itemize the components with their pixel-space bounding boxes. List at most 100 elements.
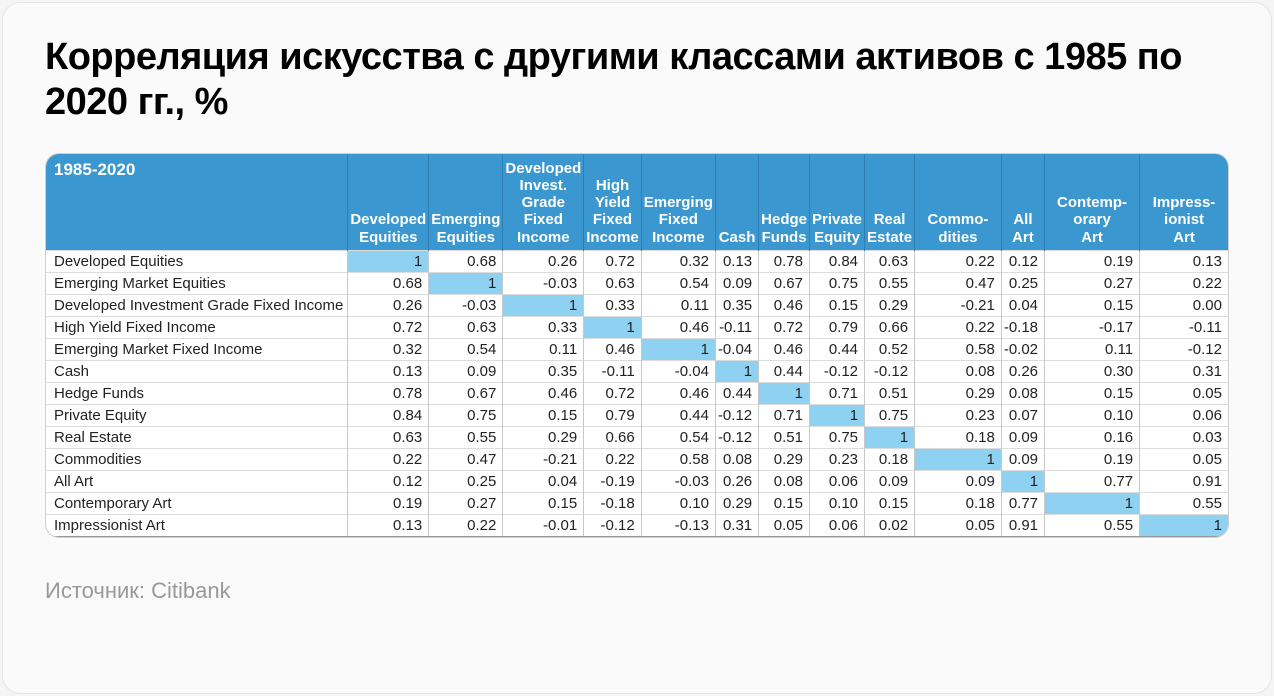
cell: 0.19 bbox=[348, 492, 429, 514]
cell: -0.04 bbox=[641, 360, 715, 382]
table-row: High Yield Fixed Income0.720.630.3310.46… bbox=[46, 316, 1228, 338]
cell: 0.47 bbox=[429, 448, 503, 470]
cell: 0.52 bbox=[865, 338, 915, 360]
cell: 0.09 bbox=[715, 272, 758, 294]
col-header: Cash bbox=[715, 154, 758, 251]
cell: 0.68 bbox=[348, 272, 429, 294]
correlation-table-wrap: 1985-2020DevelopedEquitiesEmergingEquiti… bbox=[45, 153, 1229, 538]
table-row: Developed Equities10.680.260.720.320.130… bbox=[46, 250, 1228, 272]
cell: 0.78 bbox=[348, 382, 429, 404]
cell: 0.15 bbox=[759, 492, 810, 514]
cell: 0.72 bbox=[584, 382, 642, 404]
cell: 0.09 bbox=[1001, 426, 1044, 448]
table-row: Private Equity0.840.750.150.790.44-0.120… bbox=[46, 404, 1228, 426]
cell: 0.32 bbox=[641, 250, 715, 272]
cell: -0.11 bbox=[584, 360, 642, 382]
table-header: 1985-2020DevelopedEquitiesEmergingEquiti… bbox=[46, 154, 1228, 251]
cell: 0.13 bbox=[348, 360, 429, 382]
cell: 0.77 bbox=[1001, 492, 1044, 514]
cell: 0.30 bbox=[1045, 360, 1140, 382]
cell: 0.31 bbox=[715, 514, 758, 536]
cell: 0.79 bbox=[809, 316, 864, 338]
cell: 0.25 bbox=[1001, 272, 1044, 294]
cell: 0.47 bbox=[915, 272, 1002, 294]
cell: 0.84 bbox=[809, 250, 864, 272]
col-header: DevelopedInvest.GradeFixedIncome bbox=[503, 154, 584, 251]
cell: -0.01 bbox=[503, 514, 584, 536]
table-row: Impressionist Art0.130.22-0.01-0.12-0.13… bbox=[46, 514, 1228, 536]
cell: -0.13 bbox=[641, 514, 715, 536]
table-row: Emerging Market Equities0.681-0.030.630.… bbox=[46, 272, 1228, 294]
cell: 0.46 bbox=[759, 338, 810, 360]
cell: 0.13 bbox=[715, 250, 758, 272]
cell: 1 bbox=[429, 272, 503, 294]
card-container: Корреляция искусства с другими классами … bbox=[2, 2, 1272, 694]
cell: 0.44 bbox=[809, 338, 864, 360]
cell: -0.12 bbox=[809, 360, 864, 382]
cell: 0.16 bbox=[1045, 426, 1140, 448]
correlation-table: 1985-2020DevelopedEquitiesEmergingEquiti… bbox=[46, 154, 1228, 537]
col-header: EmergingFixedIncome bbox=[641, 154, 715, 251]
cell: 0.22 bbox=[429, 514, 503, 536]
cell: 0.10 bbox=[1045, 404, 1140, 426]
cell: 0.26 bbox=[1001, 360, 1044, 382]
cell: 1 bbox=[865, 426, 915, 448]
cell: 0.54 bbox=[641, 272, 715, 294]
cell: 0.22 bbox=[1140, 272, 1228, 294]
page-title: Корреляция искусства с другими классами … bbox=[45, 35, 1229, 125]
cell: 0.55 bbox=[429, 426, 503, 448]
cell: 0.75 bbox=[865, 404, 915, 426]
table-row: Hedge Funds0.780.670.460.720.460.4410.71… bbox=[46, 382, 1228, 404]
col-header: DevelopedEquities bbox=[348, 154, 429, 251]
cell: 0.55 bbox=[1140, 492, 1228, 514]
cell: 0.19 bbox=[1045, 448, 1140, 470]
cell: 0.35 bbox=[503, 360, 584, 382]
cell: -0.19 bbox=[584, 470, 642, 492]
cell: 0.04 bbox=[503, 470, 584, 492]
cell: 0.25 bbox=[429, 470, 503, 492]
cell: -0.02 bbox=[1001, 338, 1044, 360]
cell: 1 bbox=[584, 316, 642, 338]
cell: 0.44 bbox=[641, 404, 715, 426]
cell: 0.11 bbox=[503, 338, 584, 360]
table-row: Developed Investment Grade Fixed Income0… bbox=[46, 294, 1228, 316]
cell: 1 bbox=[348, 250, 429, 272]
col-header: AllArt bbox=[1001, 154, 1044, 251]
cell: 0.75 bbox=[809, 426, 864, 448]
cell: 0.26 bbox=[715, 470, 758, 492]
cell: 1 bbox=[715, 360, 758, 382]
cell: 0.27 bbox=[429, 492, 503, 514]
col-header: RealEstate bbox=[865, 154, 915, 251]
cell: 0.27 bbox=[1045, 272, 1140, 294]
cell: 0.71 bbox=[809, 382, 864, 404]
cell: 0.66 bbox=[865, 316, 915, 338]
cell: 0.23 bbox=[915, 404, 1002, 426]
cell: 0.06 bbox=[809, 514, 864, 536]
cell: 0.09 bbox=[865, 470, 915, 492]
cell: 0.26 bbox=[503, 250, 584, 272]
table-row: Real Estate0.630.550.290.660.54-0.120.51… bbox=[46, 426, 1228, 448]
cell: 0.13 bbox=[348, 514, 429, 536]
cell: 0.06 bbox=[1140, 404, 1228, 426]
cell: 0.91 bbox=[1001, 514, 1044, 536]
cell: 0.15 bbox=[1045, 382, 1140, 404]
cell: 0.72 bbox=[584, 250, 642, 272]
cell: -0.17 bbox=[1045, 316, 1140, 338]
cell: 0.23 bbox=[809, 448, 864, 470]
cell: -0.12 bbox=[1140, 338, 1228, 360]
col-header: Commo-dities bbox=[915, 154, 1002, 251]
cell: -0.03 bbox=[641, 470, 715, 492]
cell: 0.54 bbox=[641, 426, 715, 448]
col-header: Contemp-oraryArt bbox=[1045, 154, 1140, 251]
cell: 0.72 bbox=[348, 316, 429, 338]
cell: 0.18 bbox=[865, 448, 915, 470]
cell: 0.15 bbox=[503, 404, 584, 426]
cell: 0.33 bbox=[503, 316, 584, 338]
cell: 1 bbox=[1140, 514, 1228, 536]
cell: 0.46 bbox=[584, 338, 642, 360]
cell: 0.77 bbox=[1045, 470, 1140, 492]
row-label: Cash bbox=[46, 360, 348, 382]
cell: 0.12 bbox=[1001, 250, 1044, 272]
cell: 0.29 bbox=[915, 382, 1002, 404]
table-row: Emerging Market Fixed Income0.320.540.11… bbox=[46, 338, 1228, 360]
